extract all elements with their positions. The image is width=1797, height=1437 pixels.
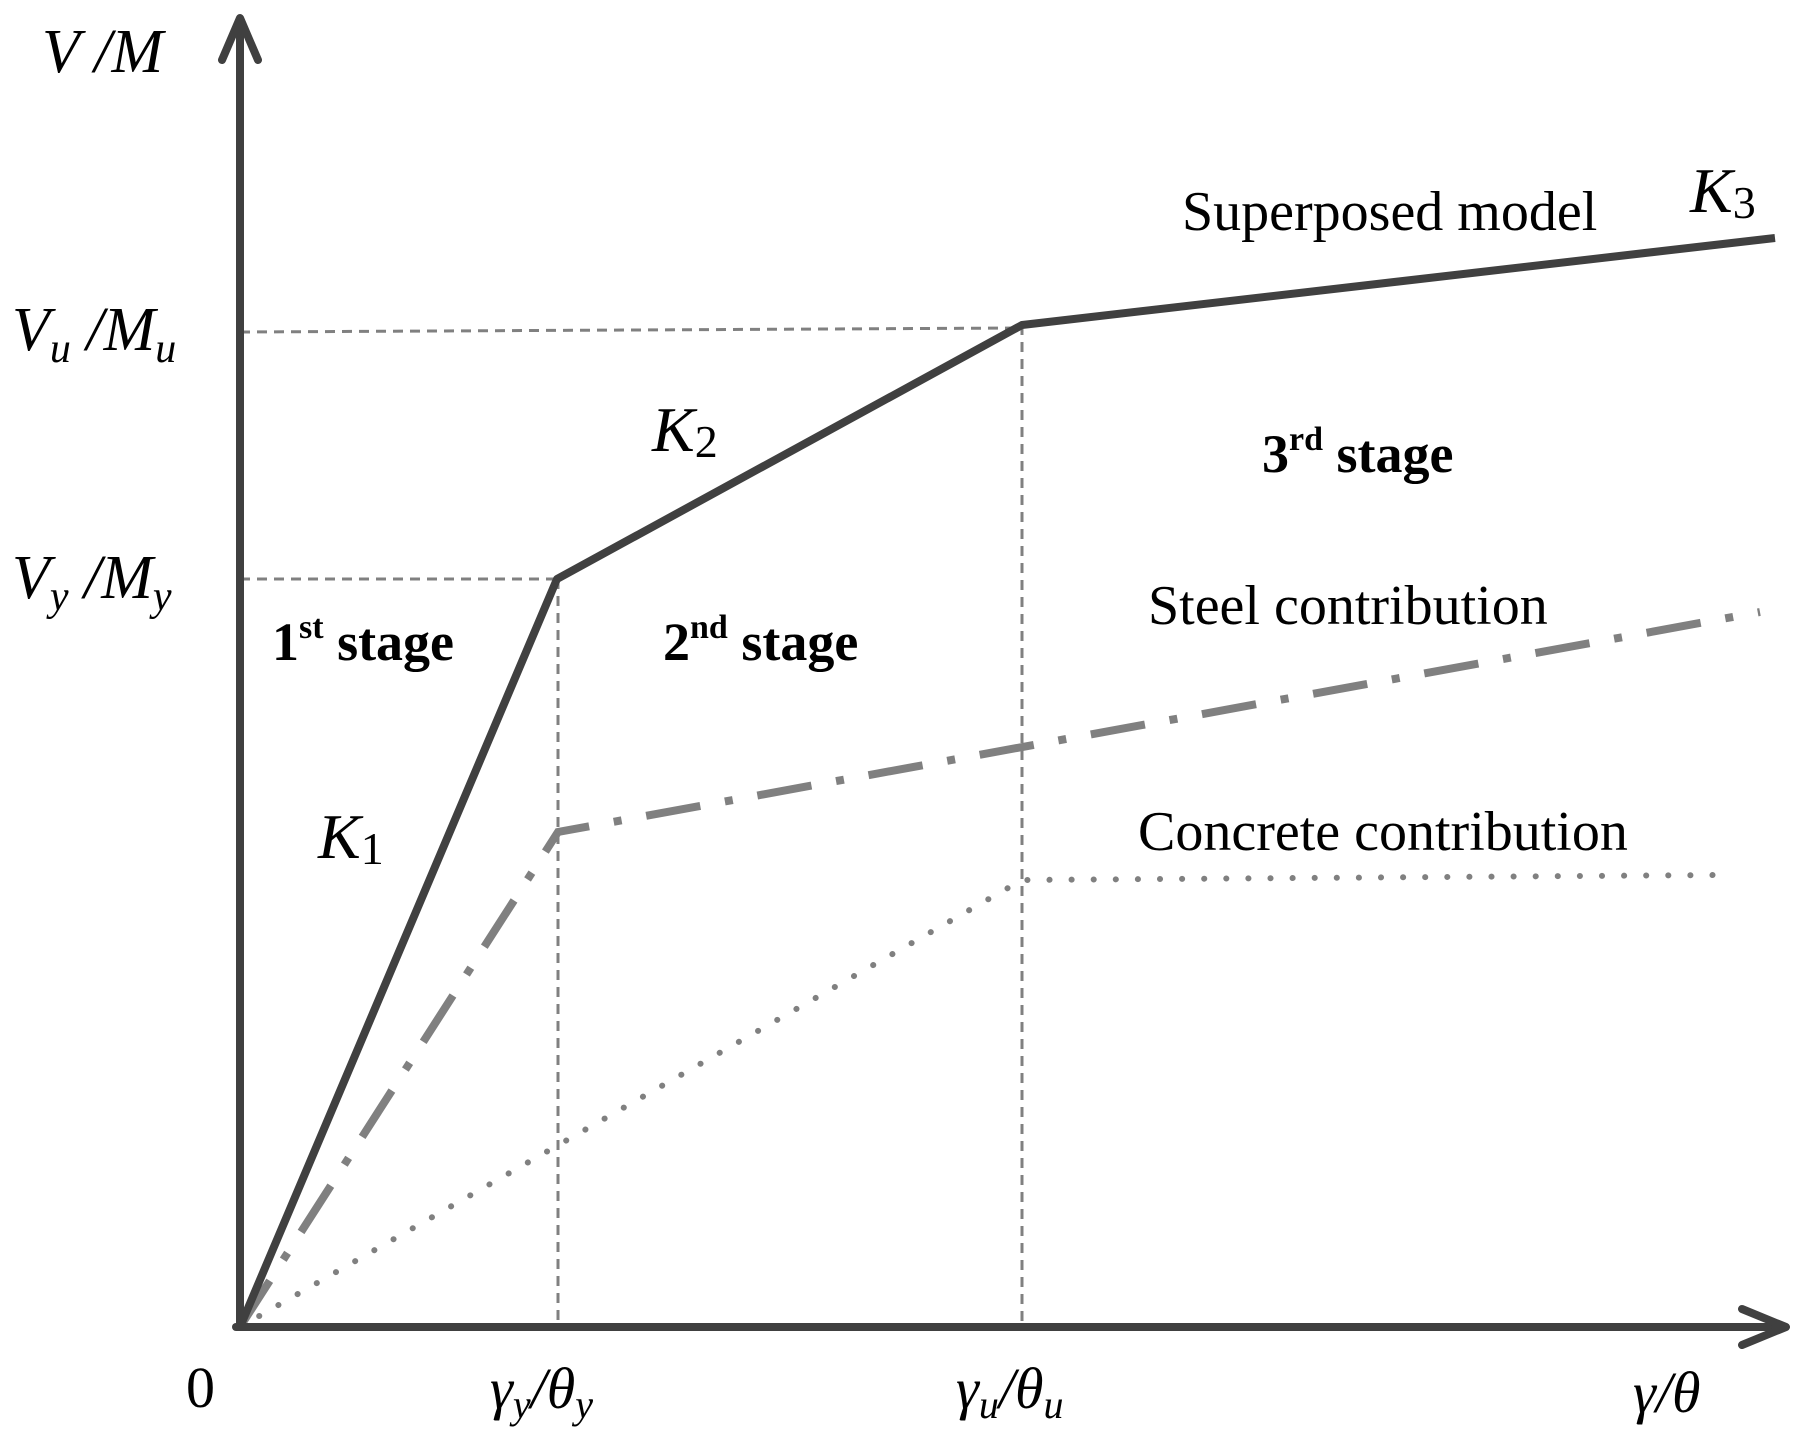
x-tick-ultimate-label: γu/θu [956,1356,1063,1427]
superposed-model-curve [236,234,1776,1329]
y-axis-arrowhead [218,14,262,64]
y-tick-yield-label: Vy /My [12,544,172,620]
x-tick-yield-label: γy/θy [490,1356,593,1427]
steel-contribution-curve [236,608,1761,1330]
steel-contribution-label: Steel contribution [1148,575,1548,637]
stage-2-label: 2nd stage [663,609,858,672]
origin-label: 0 [186,1355,215,1420]
stage-3-label: 3rd stage [1262,421,1453,484]
axes [218,14,1790,1349]
guide-vu-horizontal [239,326,1023,334]
stage-1-label: 1st stage [272,609,454,672]
k3-label: K3 [1689,155,1756,228]
concrete-contribution-curve [237,872,1723,1330]
superposed-model-label: Superposed model [1182,181,1597,243]
x-axis-title: γ/θ [1633,1360,1700,1425]
k1-label: K1 [317,801,384,874]
k2-label: K2 [651,394,718,467]
y-axis-title: V /M [42,18,167,86]
guide-lines [239,325,1024,1327]
y-tick-ultimate-label: Vu /Mu [12,296,176,372]
x-axis-arrowhead [1738,1305,1790,1349]
concrete-contribution-label: Concrete contribution [1138,801,1628,863]
